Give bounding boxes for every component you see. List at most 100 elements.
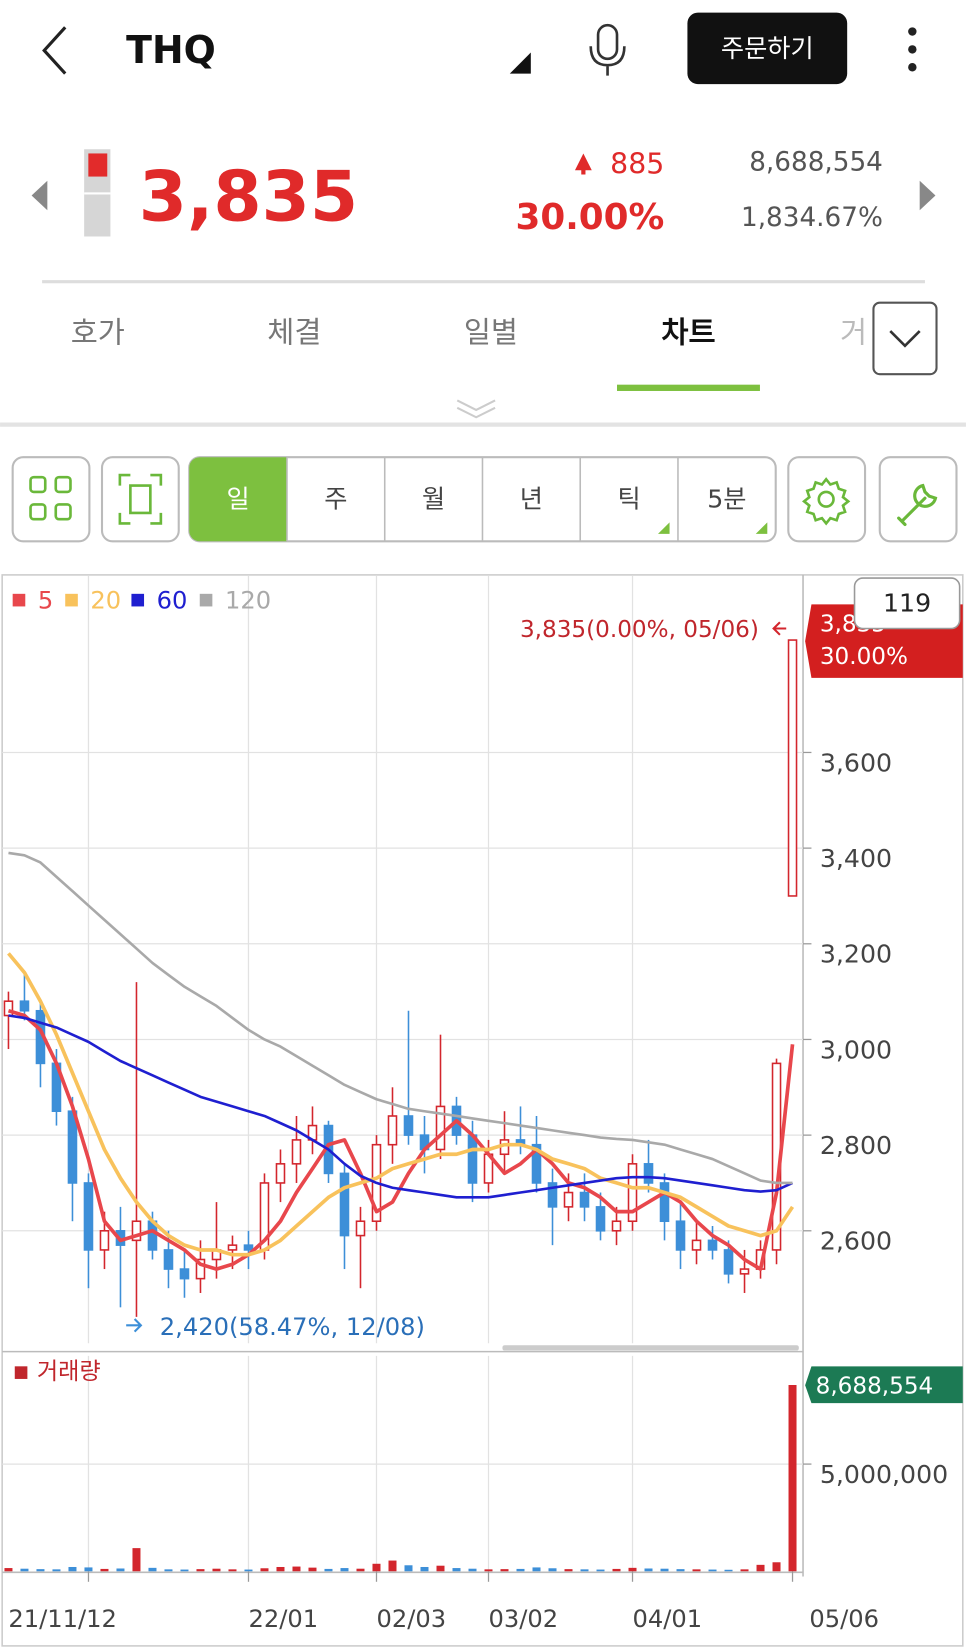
y-tick-label: 2,600 — [820, 1227, 892, 1256]
next-stock[interactable] — [919, 180, 936, 211]
candle-body — [435, 1105, 446, 1151]
x-tick-label: 04/01 — [633, 1605, 703, 1633]
count-box-label[interactable]: 119 — [883, 589, 931, 618]
legend-swatch — [12, 593, 26, 607]
x-tick-label: 03/02 — [489, 1605, 559, 1633]
volume-bar — [20, 1568, 29, 1572]
volume-bar — [436, 1565, 445, 1572]
y-tick-label: 3,400 — [820, 844, 892, 873]
expand-handle[interactable] — [456, 399, 496, 419]
candle-body — [179, 1268, 190, 1280]
volume-bar — [772, 1562, 781, 1572]
candle-body — [163, 1249, 174, 1270]
tab[interactable]: 호가 — [71, 316, 125, 350]
volume-bar — [36, 1569, 45, 1572]
period-button[interactable]: 5분 — [707, 485, 746, 514]
candle-body — [643, 1163, 654, 1184]
volume-bar — [148, 1567, 157, 1572]
period-active[interactable] — [189, 457, 287, 542]
legend-swatch — [65, 593, 78, 607]
volume-bar — [132, 1548, 141, 1572]
volume-bar — [452, 1568, 461, 1572]
high-arrow — [772, 621, 787, 636]
tab[interactable]: 차트 — [661, 316, 715, 350]
volume-bar — [468, 1568, 477, 1572]
title-dropdown[interactable] — [509, 52, 531, 74]
candle-body — [83, 1182, 94, 1251]
period-button[interactable]: 월 — [422, 485, 445, 514]
volume-bar — [660, 1568, 669, 1572]
candle-body — [563, 1191, 574, 1208]
candle-body — [723, 1249, 734, 1275]
period-submenu-mark — [657, 522, 670, 534]
candle-body — [675, 1220, 686, 1251]
volume-bar — [532, 1567, 541, 1572]
trade-volume: 8,688,554 — [749, 147, 883, 177]
candle-body — [195, 1258, 206, 1280]
volume-bar — [596, 1569, 605, 1572]
period-button[interactable]: 주 — [324, 485, 347, 514]
tab[interactable]: 일별 — [464, 316, 518, 350]
layout-button[interactable] — [11, 456, 91, 543]
volume-bar — [644, 1568, 653, 1572]
moving-average-line — [7, 952, 795, 1257]
volume-bar — [580, 1569, 589, 1572]
volume-bar — [548, 1568, 557, 1572]
order-button[interactable] — [687, 12, 848, 85]
volume-bar — [212, 1568, 221, 1572]
candle-body — [387, 1115, 398, 1146]
count-box[interactable] — [853, 577, 961, 630]
fullscreen-icon — [118, 473, 163, 525]
tools-button[interactable] — [878, 456, 958, 543]
volume-bar — [356, 1568, 365, 1572]
tab-dropdown-icon — [889, 330, 921, 348]
volume-bar — [628, 1567, 637, 1572]
plot: 21/11/12 22/01 02/03 03/02 04/01 05/06 2,600 2,… — [2, 575, 948, 1633]
back-button[interactable] — [42, 26, 67, 75]
y-tick-label: 2,800 — [820, 1131, 892, 1160]
candle-body — [227, 1244, 238, 1251]
order-button-label[interactable]: 주문하기 — [721, 34, 814, 63]
volume-bar — [388, 1560, 397, 1572]
volume-bar — [516, 1568, 525, 1572]
stock-title[interactable]: THQ — [126, 28, 216, 72]
candle-body — [291, 1139, 302, 1165]
volume-bar — [244, 1569, 253, 1572]
candle-body — [99, 1230, 110, 1251]
volume-bar — [52, 1569, 61, 1572]
legend-label: 60 — [157, 587, 188, 615]
volume-bar — [276, 1566, 285, 1572]
tab[interactable]: 거 — [840, 316, 867, 350]
up-arrow — [574, 153, 592, 175]
period-button[interactable]: 일 — [227, 485, 250, 514]
volume-bar — [4, 1568, 13, 1572]
low-annotation: 2,420(58.47%, 12/08) — [160, 1313, 425, 1341]
y-tick-label: 3,000 — [820, 1035, 892, 1064]
settings-button[interactable] — [787, 456, 867, 543]
volume-bar — [500, 1569, 509, 1572]
overlay: 3,835(0.00%, 05/06) 2,420(58.47%, 12/08)… — [14, 577, 963, 1404]
x-tick-label: 21/11/12 — [8, 1605, 117, 1633]
volume-bar — [324, 1568, 333, 1572]
more-menu[interactable] — [908, 27, 917, 72]
volume-bar — [564, 1569, 573, 1572]
volume-bar — [228, 1569, 237, 1572]
tab[interactable]: 체결 — [267, 316, 321, 350]
scrollbar[interactable] — [502, 1345, 799, 1351]
high-annotation: 3,835(0.00%, 05/06) — [520, 617, 759, 643]
prev-stock[interactable] — [31, 180, 48, 211]
period-button[interactable]: 년 — [520, 485, 543, 514]
moving-average-line — [8, 851, 793, 1185]
period-button[interactable]: 틱 — [617, 485, 640, 514]
volume-bar — [756, 1564, 765, 1572]
volume-bar — [68, 1566, 77, 1572]
volume-bar — [164, 1569, 173, 1572]
tab-dropdown[interactable] — [872, 301, 938, 376]
volume-bar — [196, 1569, 205, 1572]
active-tab-underline — [617, 384, 760, 391]
fullscreen-button[interactable] — [100, 456, 180, 543]
candle-body — [691, 1239, 702, 1251]
mic-button[interactable] — [589, 23, 626, 76]
tools-icon — [897, 483, 938, 527]
legend-label: 20 — [90, 587, 121, 615]
